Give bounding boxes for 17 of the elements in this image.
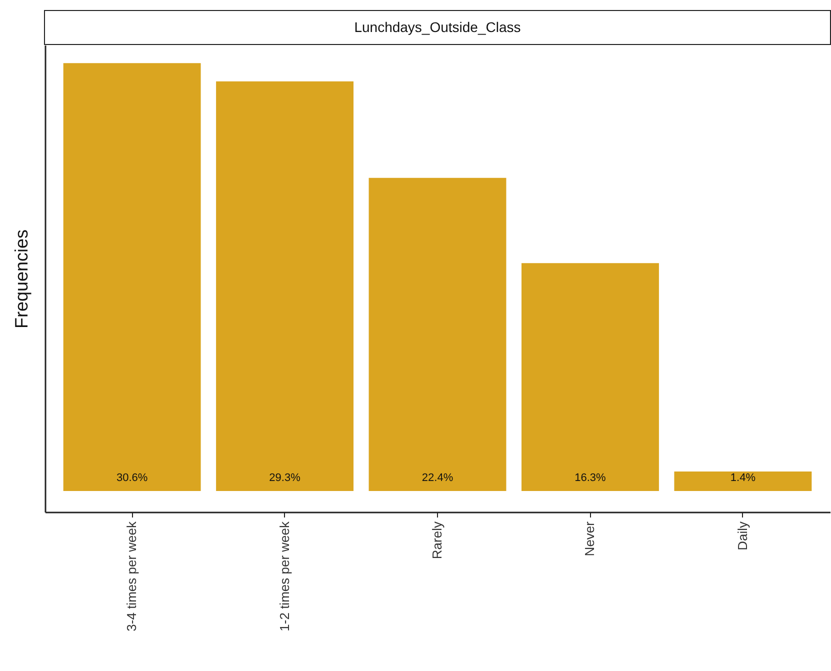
data-label: 30.6% <box>116 472 148 484</box>
bar <box>63 63 201 492</box>
bar <box>522 263 659 492</box>
data-label: 16.3% <box>574 472 606 484</box>
bar <box>368 178 506 492</box>
data-label: 29.3% <box>269 472 301 484</box>
x-tick-label: 1-2 times per week <box>276 521 292 632</box>
bar <box>674 471 812 492</box>
x-tick-label: 3-4 times per week <box>124 521 140 632</box>
chart-title: Lunchdays_Outside_Class <box>44 10 831 45</box>
x-tick-label: Daily <box>734 521 750 550</box>
bar <box>216 81 354 492</box>
data-label: 1.4% <box>730 472 756 484</box>
data-label: 22.4% <box>422 472 454 484</box>
x-tick-label: Never <box>582 520 598 556</box>
y-axis-title: Frequencies <box>12 229 32 329</box>
x-tick-label: Rarely <box>430 521 444 560</box>
